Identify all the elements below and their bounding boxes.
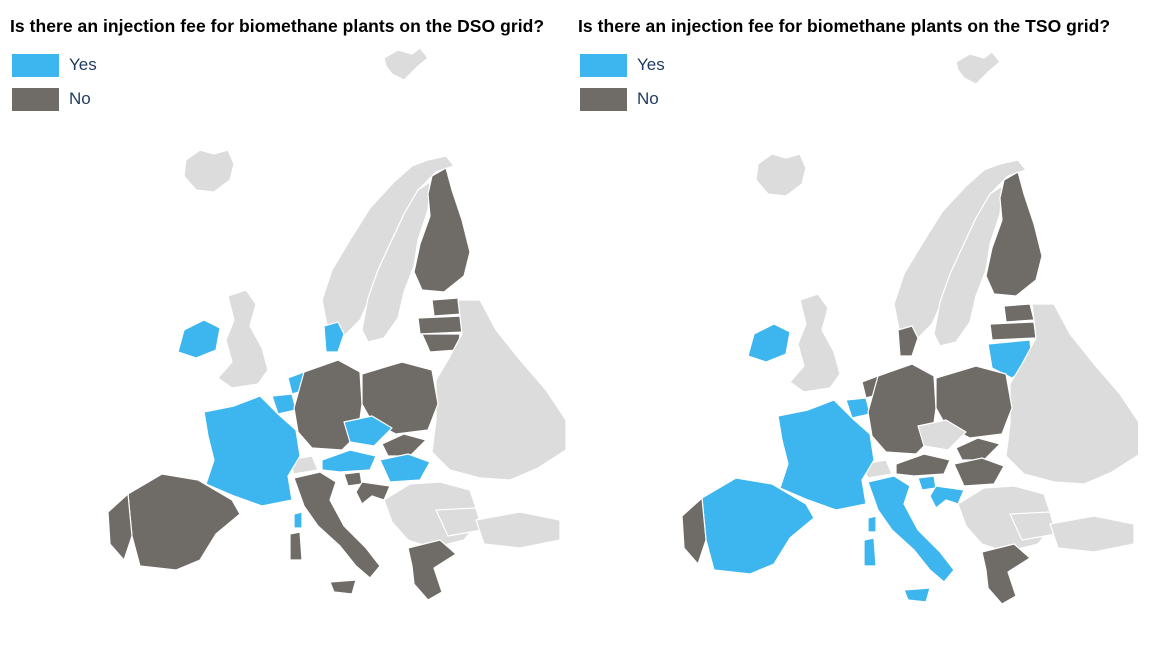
svalbard	[955, 51, 1001, 85]
turkey-fragment	[475, 511, 561, 549]
czechia	[343, 415, 393, 447]
ireland	[747, 323, 791, 363]
poland	[935, 365, 1013, 439]
map-panel-dso: Is there an injection fee for biomethane…	[0, 0, 570, 655]
spain	[127, 473, 241, 571]
spain	[701, 477, 815, 575]
italy	[867, 475, 955, 583]
legend-swatch-yes	[12, 53, 59, 77]
denmark	[323, 321, 345, 353]
hungary	[953, 457, 1005, 487]
ireland	[177, 319, 221, 359]
legend-item-yes: Yes	[580, 48, 665, 82]
slovakia	[955, 437, 1001, 461]
sardinia	[863, 537, 877, 567]
corsica	[293, 511, 303, 529]
sweden	[933, 185, 1003, 347]
slovenia	[343, 471, 363, 487]
turkey-fragment	[1049, 515, 1135, 553]
hungary	[379, 453, 431, 483]
greece	[981, 543, 1031, 605]
non-eu-east	[1005, 303, 1138, 485]
sweden	[361, 181, 431, 343]
map-title: Is there an injection fee for biomethane…	[10, 16, 545, 36]
legend-label: Yes	[69, 55, 97, 74]
greece	[407, 539, 457, 601]
estonia	[1003, 303, 1035, 323]
europe-map-dso	[107, 47, 567, 601]
denmark	[897, 325, 919, 357]
slovakia	[381, 433, 427, 457]
portugal	[107, 493, 133, 561]
europe-map-tso	[681, 51, 1138, 605]
france	[777, 399, 875, 511]
non-eu-east	[431, 299, 567, 481]
map-title: Is there an injection fee for biomethane…	[578, 16, 1111, 36]
legend-label: Yes	[637, 55, 665, 74]
sardinia	[289, 531, 303, 561]
sicily	[903, 587, 931, 603]
iceland	[755, 153, 807, 197]
czechia	[917, 419, 967, 451]
iceland	[183, 149, 235, 193]
legend-label: No	[637, 89, 659, 108]
legend-item-no: No	[12, 82, 97, 116]
austria	[321, 449, 377, 473]
finland	[413, 167, 471, 293]
croatia	[929, 485, 965, 509]
legend-swatch-yes	[580, 53, 627, 77]
svalbard	[383, 47, 429, 81]
croatia	[355, 481, 391, 505]
france	[203, 395, 301, 507]
map-panel-tso: Is there an injection fee for biomethane…	[568, 0, 1138, 655]
portugal	[681, 497, 707, 565]
united-kingdom	[217, 289, 269, 389]
legend-swatch-no	[580, 87, 627, 111]
sicily	[329, 579, 357, 595]
latvia	[417, 315, 465, 335]
legend-swatch-no	[12, 87, 59, 111]
italy	[293, 471, 381, 579]
united-kingdom	[789, 293, 841, 393]
slovenia	[917, 475, 937, 491]
poland	[361, 361, 439, 435]
latvia	[989, 321, 1037, 341]
finland	[985, 171, 1043, 297]
legend: Yes No	[12, 48, 97, 116]
austria	[895, 453, 951, 477]
legend-item-no: No	[580, 82, 665, 116]
corsica	[867, 515, 877, 533]
legend: Yes No	[580, 48, 665, 116]
legend-label: No	[69, 89, 91, 108]
legend-item-yes: Yes	[12, 48, 97, 82]
